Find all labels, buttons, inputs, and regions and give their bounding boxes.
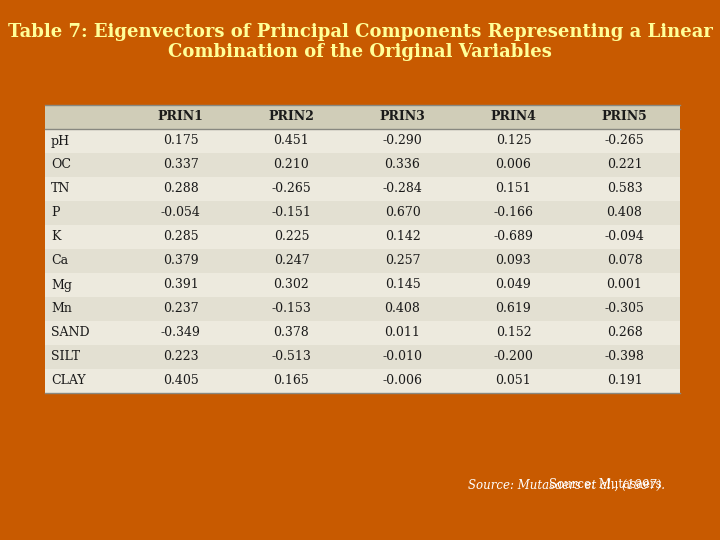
Text: 0.223: 0.223 — [163, 350, 198, 363]
Text: PRIN5: PRIN5 — [602, 111, 647, 124]
Text: 0.051: 0.051 — [495, 375, 531, 388]
Text: Source: Mutasaers: Source: Mutasaers — [549, 478, 665, 491]
Text: 0.151: 0.151 — [495, 183, 531, 195]
Text: 0.145: 0.145 — [384, 279, 420, 292]
Text: SAND: SAND — [51, 327, 89, 340]
Text: CLAY: CLAY — [51, 375, 86, 388]
Text: 0.302: 0.302 — [274, 279, 310, 292]
FancyBboxPatch shape — [45, 105, 680, 129]
Text: 0.583: 0.583 — [607, 183, 642, 195]
Text: Table 7: Eigenvectors of Principal Components Representing a Linear: Table 7: Eigenvectors of Principal Compo… — [8, 23, 712, 41]
Text: -0.265: -0.265 — [605, 134, 644, 147]
Text: PRIN3: PRIN3 — [379, 111, 426, 124]
Text: 0.152: 0.152 — [495, 327, 531, 340]
Text: -0.265: -0.265 — [271, 183, 311, 195]
Text: 0.288: 0.288 — [163, 183, 199, 195]
Text: 0.670: 0.670 — [384, 206, 420, 219]
FancyBboxPatch shape — [45, 345, 680, 369]
Text: 0.619: 0.619 — [495, 302, 531, 315]
Text: 0.237: 0.237 — [163, 302, 198, 315]
FancyBboxPatch shape — [45, 177, 680, 201]
FancyBboxPatch shape — [45, 201, 680, 225]
Text: -0.006: -0.006 — [382, 375, 423, 388]
Text: 0.049: 0.049 — [495, 279, 531, 292]
Text: Ca: Ca — [51, 254, 68, 267]
Text: 0.408: 0.408 — [384, 302, 420, 315]
Text: TN: TN — [51, 183, 71, 195]
Text: PRIN2: PRIN2 — [269, 111, 315, 124]
Text: 0.337: 0.337 — [163, 159, 199, 172]
FancyBboxPatch shape — [45, 369, 680, 393]
Text: PRIN4: PRIN4 — [490, 111, 536, 124]
Text: PRIN1: PRIN1 — [158, 111, 204, 124]
FancyBboxPatch shape — [45, 273, 680, 297]
Text: 0.247: 0.247 — [274, 254, 310, 267]
Text: 0.378: 0.378 — [274, 327, 310, 340]
Text: 0.142: 0.142 — [384, 231, 420, 244]
Text: 0.379: 0.379 — [163, 254, 198, 267]
FancyBboxPatch shape — [45, 225, 680, 249]
Text: SILT: SILT — [51, 350, 80, 363]
Text: Mn: Mn — [51, 302, 72, 315]
Text: -0.349: -0.349 — [161, 327, 200, 340]
Text: 0.011: 0.011 — [384, 327, 420, 340]
Text: -0.153: -0.153 — [271, 302, 312, 315]
Text: 0.001: 0.001 — [606, 279, 642, 292]
Text: 0.405: 0.405 — [163, 375, 199, 388]
Text: -0.010: -0.010 — [382, 350, 423, 363]
Text: 0.175: 0.175 — [163, 134, 198, 147]
Text: 0.268: 0.268 — [607, 327, 642, 340]
Text: 0.093: 0.093 — [495, 254, 531, 267]
Text: Source: Mutasaers et al., (1997).: Source: Mutasaers et al., (1997). — [468, 478, 665, 491]
Text: -0.200: -0.200 — [494, 350, 534, 363]
Text: 0.225: 0.225 — [274, 231, 310, 244]
Text: 0.210: 0.210 — [274, 159, 310, 172]
Text: 0.336: 0.336 — [384, 159, 420, 172]
Text: -0.166: -0.166 — [493, 206, 534, 219]
Text: 0.451: 0.451 — [274, 134, 310, 147]
Text: 0.221: 0.221 — [607, 159, 642, 172]
Text: P: P — [51, 206, 60, 219]
Text: -0.151: -0.151 — [271, 206, 312, 219]
Text: -0.689: -0.689 — [494, 231, 534, 244]
Text: 0.408: 0.408 — [606, 206, 642, 219]
Text: -0.284: -0.284 — [382, 183, 423, 195]
FancyBboxPatch shape — [45, 129, 680, 153]
Text: 0.285: 0.285 — [163, 231, 198, 244]
Text: K: K — [51, 231, 60, 244]
Text: OC: OC — [51, 159, 71, 172]
Text: 0.191: 0.191 — [607, 375, 642, 388]
Text: -0.305: -0.305 — [605, 302, 644, 315]
FancyBboxPatch shape — [45, 321, 680, 345]
Text: 0.006: 0.006 — [495, 159, 531, 172]
Text: -0.290: -0.290 — [382, 134, 423, 147]
Text: 0.257: 0.257 — [384, 254, 420, 267]
FancyBboxPatch shape — [45, 105, 680, 393]
Text: -0.398: -0.398 — [605, 350, 644, 363]
Text: 0.125: 0.125 — [495, 134, 531, 147]
FancyBboxPatch shape — [45, 153, 680, 177]
Text: 0.078: 0.078 — [607, 254, 642, 267]
Text: -0.054: -0.054 — [161, 206, 200, 219]
Text: pH: pH — [51, 134, 70, 147]
Text: 0.391: 0.391 — [163, 279, 199, 292]
Text: 0.165: 0.165 — [274, 375, 310, 388]
Text: Mg: Mg — [51, 279, 72, 292]
FancyBboxPatch shape — [45, 249, 680, 273]
Text: -0.094: -0.094 — [605, 231, 644, 244]
Text: -0.513: -0.513 — [271, 350, 312, 363]
FancyBboxPatch shape — [45, 297, 680, 321]
Text: Combination of the Original Variables: Combination of the Original Variables — [168, 43, 552, 61]
